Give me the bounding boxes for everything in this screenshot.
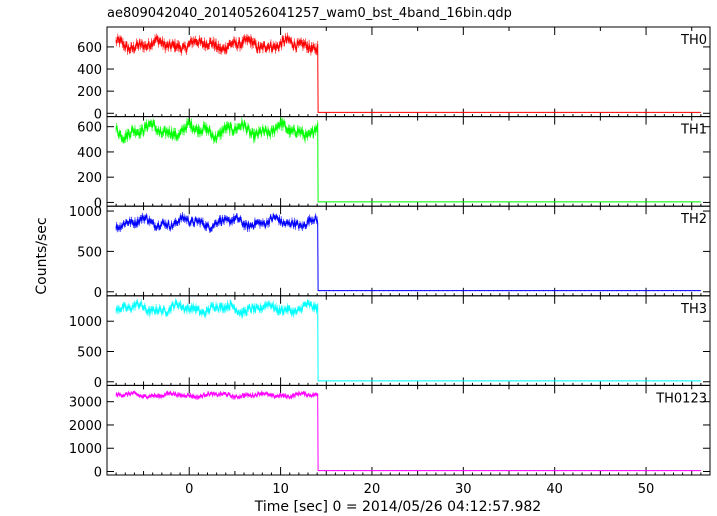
- x-tick-label: 0: [185, 482, 193, 497]
- y-tick-label: 600: [77, 41, 102, 56]
- y-tick-label: 0: [94, 466, 102, 481]
- post-error-bars: [319, 201, 700, 203]
- y-tick-label: 2000: [69, 419, 102, 434]
- y-axis-label: Counts/sec: [34, 217, 50, 294]
- series-label: TH1: [680, 123, 707, 138]
- y-tick-label: 200: [77, 85, 102, 100]
- series-line: [115, 390, 701, 472]
- post-error-bars: [319, 111, 700, 113]
- series-label: TH2: [680, 212, 707, 227]
- panel-th0123: 0 1000 2000 3000 TH0123 0 10 20 30 40 50: [69, 384, 711, 497]
- chart-title: ae809042040_20140526041257_wam0_bst_4ban…: [107, 6, 512, 21]
- panel-th3: 0 500 1000 TH3: [69, 295, 711, 391]
- y-tick-label: 1000: [69, 442, 102, 457]
- x-tick-label: 50: [638, 482, 655, 497]
- y-tick-label: 500: [77, 245, 102, 260]
- series-line: [115, 213, 701, 292]
- series-line: [115, 299, 701, 382]
- y-tick-label: 500: [77, 345, 102, 360]
- y-tick-label: 1000: [69, 315, 102, 330]
- panel-th0: 0 200 400 600 TH0: [77, 26, 711, 122]
- y-tick-label: 0: [94, 107, 102, 122]
- y-tick-label: 600: [77, 121, 102, 136]
- x-axis-label: Time [sec] 0 = 2014/05/26 04:12:57.982: [254, 499, 541, 515]
- panel-th2: 0 500 1000 TH2: [69, 205, 711, 301]
- post-error-bars: [319, 470, 700, 472]
- x-tick-label: 40: [546, 482, 563, 497]
- y-tick-label: 400: [77, 63, 102, 78]
- y-tick-label: 1000: [69, 205, 102, 220]
- series-label: TH0123: [655, 391, 707, 406]
- x-tick-label: 20: [364, 482, 381, 497]
- post-error-bars: [319, 290, 700, 292]
- panel-th1: 0 200 400 600 TH1: [77, 116, 711, 211]
- y-tick-label: 0: [94, 196, 102, 211]
- series-line: [115, 35, 701, 113]
- y-tick-label: 0: [94, 286, 102, 301]
- x-tick-label: 10: [272, 482, 289, 497]
- y-tick-label: 0: [94, 376, 102, 391]
- post-error-bars: [319, 380, 700, 382]
- x-tick-label: 30: [455, 482, 472, 497]
- y-tick-label: 200: [77, 171, 102, 186]
- series-label: TH3: [680, 302, 707, 317]
- series-label: TH0: [680, 33, 707, 48]
- y-tick-label: 400: [77, 146, 102, 161]
- y-tick-label: 3000: [69, 396, 102, 411]
- series-line: [115, 119, 701, 203]
